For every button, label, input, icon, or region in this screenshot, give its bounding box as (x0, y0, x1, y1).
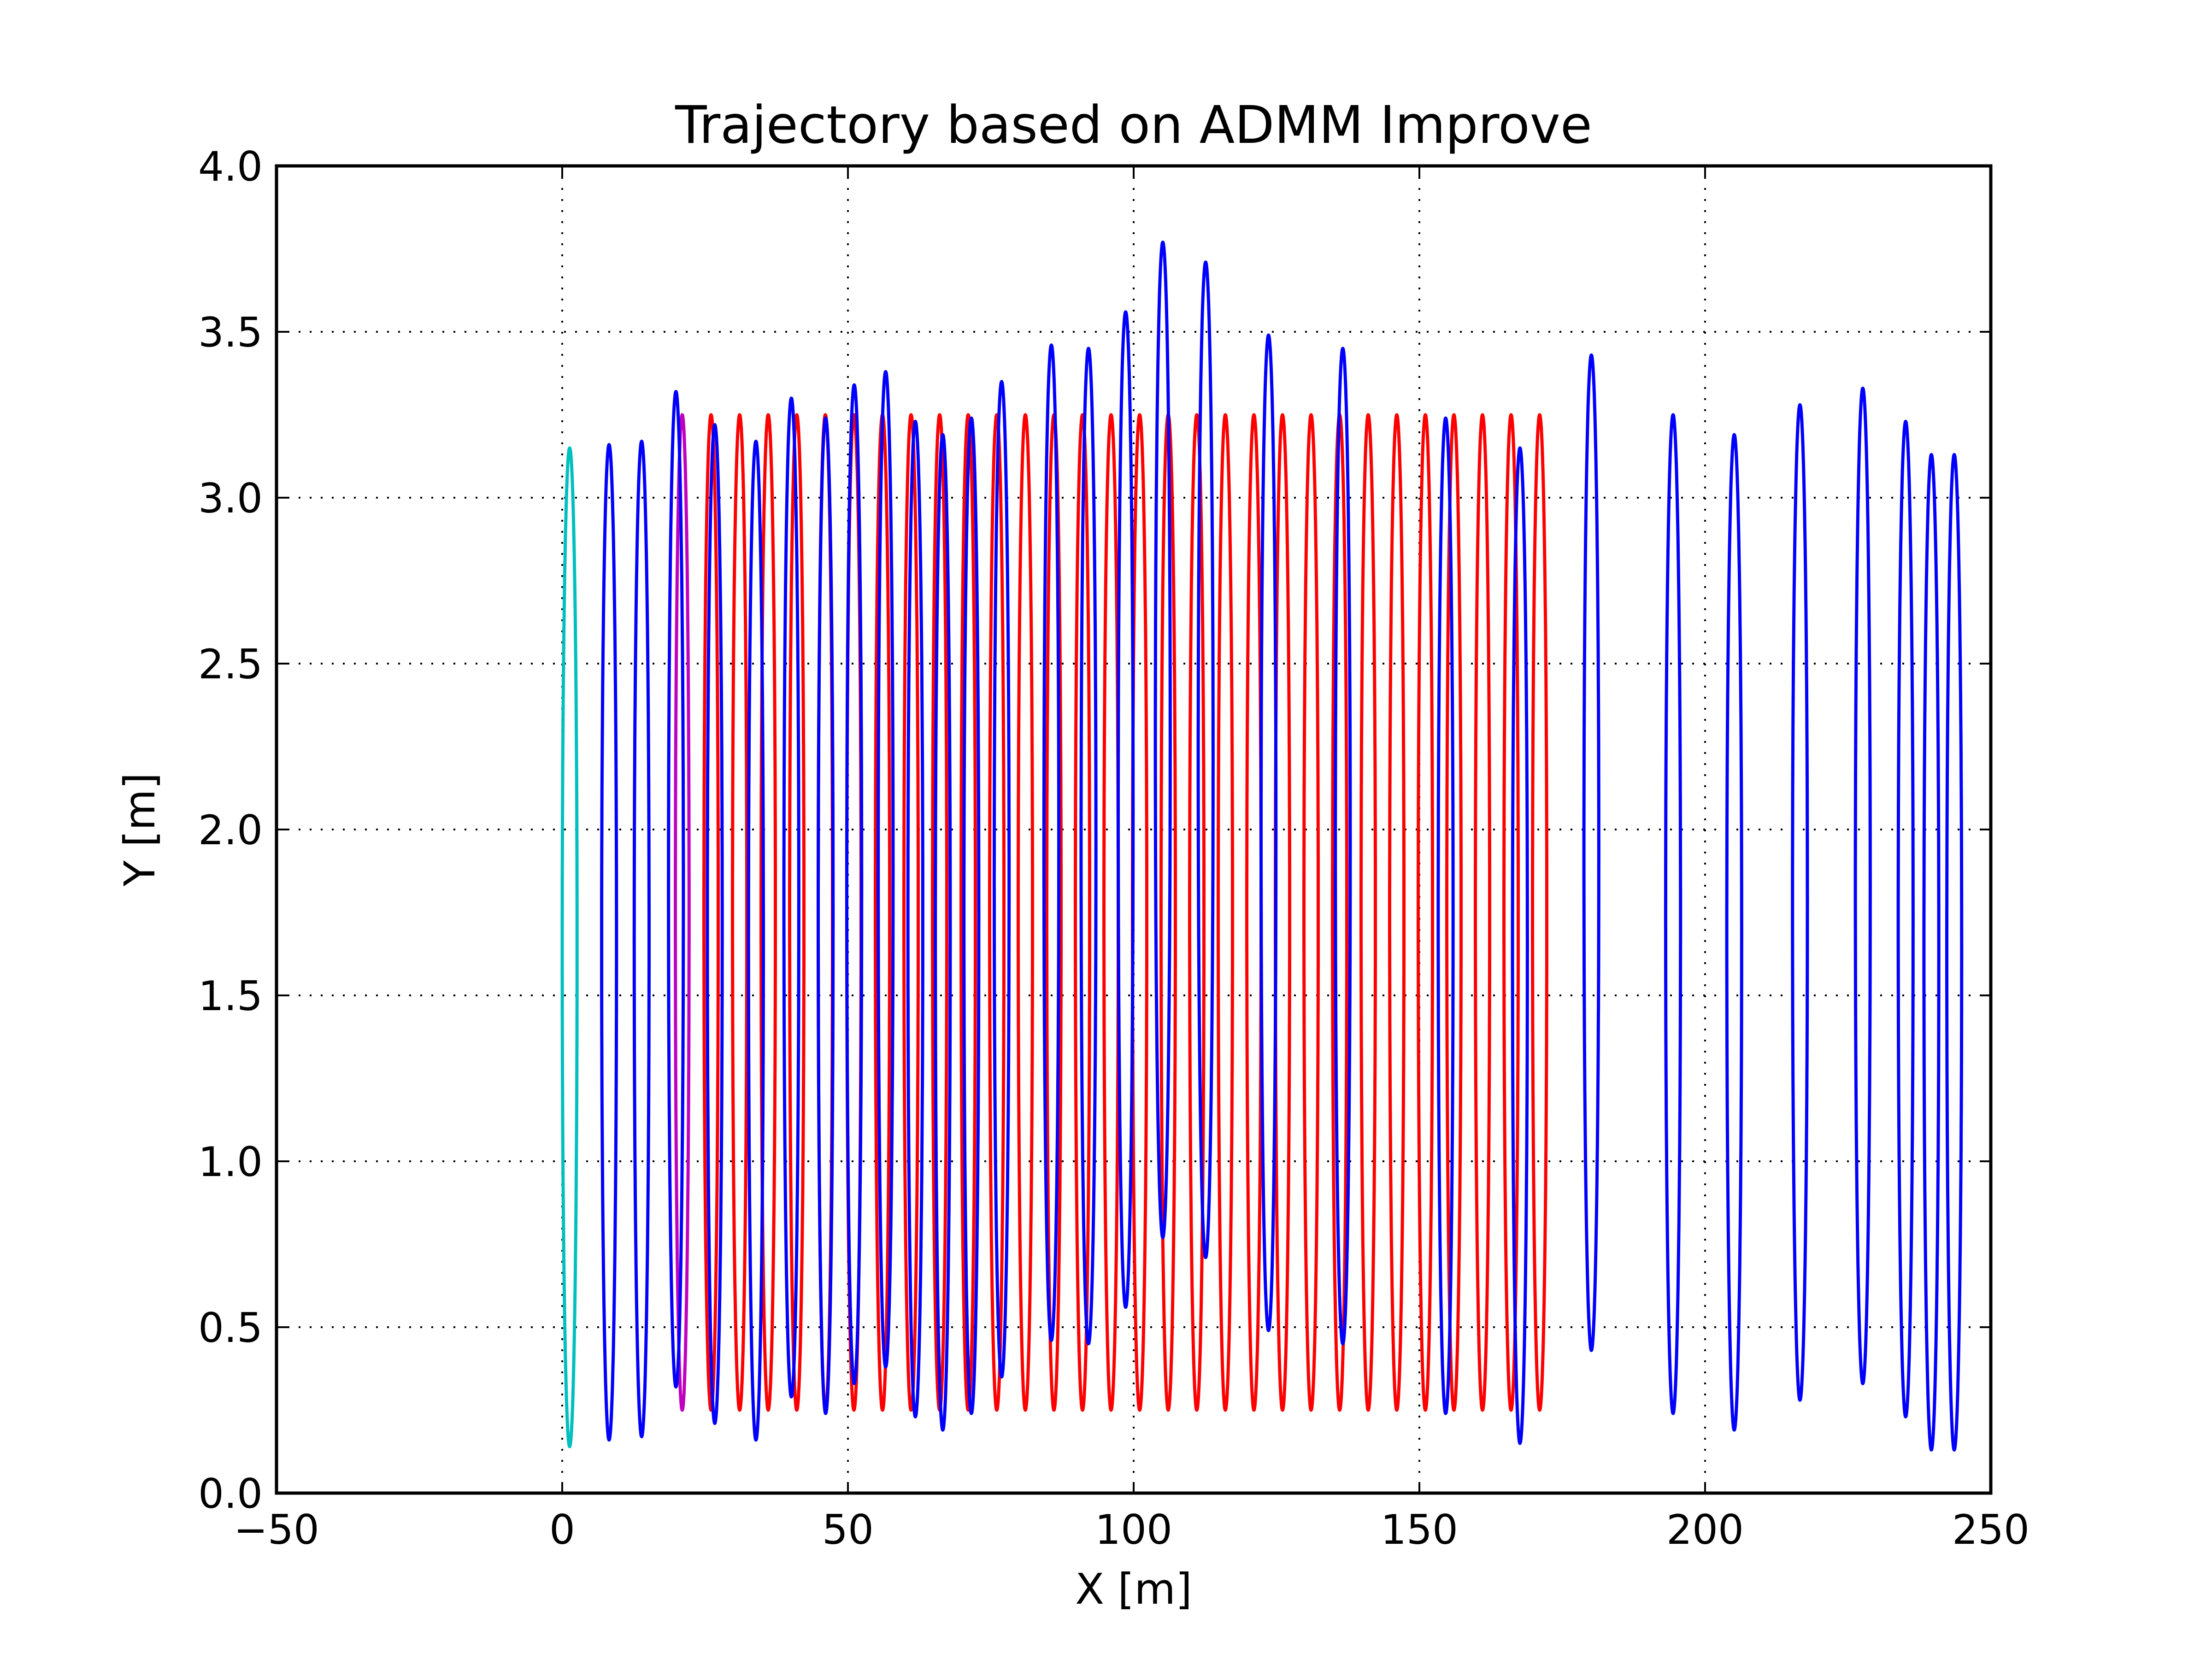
trajectory-loop (906, 419, 924, 1418)
trajectory-loop (1117, 310, 1135, 1309)
trajectory-loop (560, 446, 579, 1448)
trajectory-loop (759, 413, 777, 1412)
plot-series (560, 241, 1964, 1452)
trajectory-loop (1531, 413, 1548, 1412)
trajectory-loop (931, 413, 948, 1412)
trajectory-loop (1331, 413, 1348, 1412)
x-tick-label: 100 (1095, 1506, 1172, 1553)
trajectory-loop (1153, 241, 1172, 1240)
y-tick-label: 2.5 (198, 641, 263, 688)
trajectory-loop (1945, 453, 1964, 1452)
y-tick-label: 3.0 (198, 475, 263, 522)
trajectory-loop (992, 380, 1011, 1379)
trajectory-loop (1502, 413, 1520, 1412)
y-tick-label: 0.0 (198, 1470, 263, 1518)
x-tick-label: 50 (822, 1506, 874, 1553)
trajectory-loop (1896, 419, 1915, 1418)
y-tick-label: 1.5 (198, 972, 263, 1020)
trajectory-loop (1582, 353, 1600, 1352)
trajectory-loop (1196, 260, 1215, 1259)
series-0 (560, 446, 579, 1448)
x-tick-label: 200 (1666, 1506, 1744, 1553)
trajectory-loop (1259, 333, 1278, 1332)
trajectory-loop (902, 413, 920, 1412)
x-axis-label: X [m] (1075, 1565, 1192, 1614)
trajectory-loop (731, 413, 748, 1412)
trajectory-loop (1474, 413, 1491, 1412)
trajectory-loop (874, 413, 891, 1412)
trajectory-loop (1417, 413, 1434, 1412)
trajectory-loop (1217, 413, 1234, 1412)
axis-ticks: −50 0 50 100 150 200 250 0.0 0.5 1.0 1.5 2.0 2.5 3.0 3… (198, 143, 2030, 1553)
y-tick-label: 3.5 (198, 309, 263, 356)
x-tick-label: 0 (549, 1506, 575, 1553)
trajectory-loop (1511, 446, 1529, 1445)
trajectory-loop (667, 390, 685, 1389)
y-tick-label: 2.0 (198, 806, 263, 854)
trajectory-loop (1074, 413, 1091, 1412)
trajectory-loop (600, 443, 618, 1442)
trajectory-loop (962, 416, 981, 1415)
trajectory-loop (706, 423, 724, 1425)
trajectory-loop (1159, 413, 1177, 1412)
chart-title: Trajectory based on ADMM Improve (675, 95, 1592, 155)
x-tick-label: −50 (234, 1506, 319, 1553)
x-tick-label: 250 (1952, 1506, 2030, 1553)
trajectory-loop (845, 383, 864, 1385)
trajectory-loop (1131, 413, 1148, 1412)
trajectory-loop (632, 440, 651, 1439)
trajectory-loop (1388, 413, 1406, 1412)
x-tick-label: 150 (1381, 1506, 1458, 1553)
y-tick-label: 4.0 (198, 143, 263, 190)
trajectory-loop (1922, 453, 1941, 1452)
trajectory-loop (702, 413, 720, 1412)
trajectory-loop (959, 413, 977, 1412)
trajectory-loop (1042, 343, 1061, 1342)
trajectory-loop (1725, 433, 1743, 1432)
trajectory-loop (1274, 413, 1291, 1412)
trajectory-loop (1664, 413, 1683, 1415)
trajectory-loop (1302, 413, 1320, 1412)
trajectory-loop (877, 370, 895, 1369)
y-axis-label: Y [m] (115, 773, 165, 887)
trajectory-loop (1359, 413, 1377, 1412)
trajectory-loop (782, 396, 800, 1399)
trajectory-loop (1791, 403, 1809, 1402)
trajectory-loop (1436, 416, 1455, 1415)
y-tick-label: 1.0 (198, 1138, 263, 1186)
trajectory-loop (1334, 347, 1352, 1346)
trajectory-loop (1017, 413, 1034, 1412)
trajectory-loop (1079, 347, 1098, 1346)
y-tick-label: 0.5 (198, 1304, 263, 1352)
trajectory-loop (934, 433, 952, 1432)
trajectory-loop (747, 440, 765, 1442)
trajectory-loop (988, 413, 1006, 1412)
series-3 (600, 241, 1964, 1452)
trajectory-loop (1188, 413, 1206, 1412)
trajectory-loop (1853, 386, 1872, 1385)
trajectory-loop (1045, 413, 1063, 1412)
trajectory-loop (817, 416, 835, 1415)
